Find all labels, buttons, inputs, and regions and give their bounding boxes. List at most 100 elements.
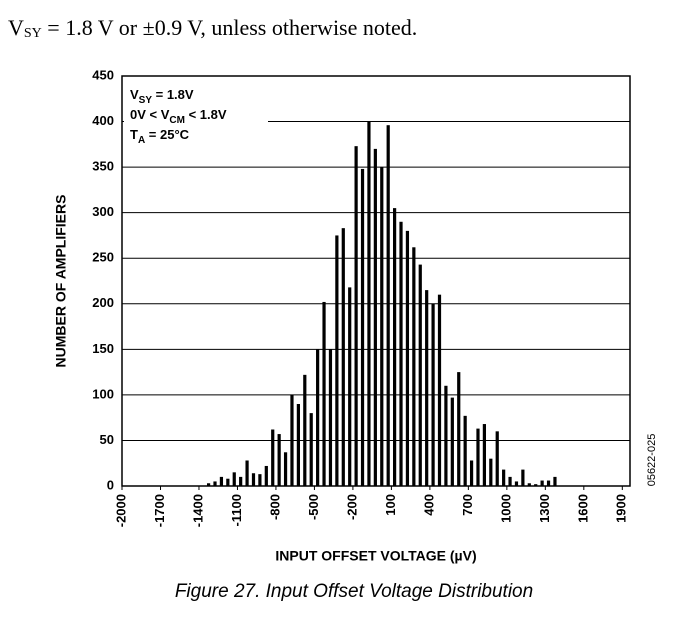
bar: [296, 404, 300, 486]
bar: [399, 221, 403, 486]
y-tick-label: 0: [107, 477, 114, 492]
x-tick-label: -500: [306, 494, 321, 520]
caption: Figure 27. Input Offset Voltage Distribu…: [175, 581, 533, 602]
y-tick-label: 150: [92, 341, 114, 356]
bar: [316, 349, 320, 486]
y-axis-title: NUMBER OF AMPLIFIERS: [53, 195, 69, 368]
annotation-text: < 1.8V: [185, 107, 227, 122]
bar: [540, 480, 544, 486]
figure-id: 05622-025: [646, 434, 658, 487]
bar: [290, 394, 294, 486]
bar: [418, 264, 422, 486]
x-tick-label: -1700: [152, 494, 167, 527]
bar: [495, 431, 499, 486]
x-tick-label: -200: [344, 494, 359, 520]
x-tick-label: 400: [421, 494, 436, 516]
bar: [264, 465, 268, 486]
plot-frame: [121, 75, 631, 487]
header-text: = 1.8 V or ±0.9 V, unless otherwise note…: [42, 15, 417, 40]
bar: [335, 235, 339, 486]
bar: [348, 287, 352, 486]
x-tick-label: 700: [460, 494, 475, 516]
bar: [360, 168, 365, 486]
header-text: V: [8, 15, 24, 40]
bar: [386, 125, 390, 486]
bar: [380, 167, 384, 486]
bar: [444, 385, 448, 486]
bar: [546, 480, 551, 486]
x-tick-label: 100: [383, 494, 398, 516]
bar: [405, 230, 410, 486]
bar: [277, 434, 281, 486]
x-tick-label: -2000: [113, 494, 128, 527]
bar: [527, 483, 531, 486]
bar: [283, 452, 288, 486]
bar: [553, 476, 557, 486]
header-subscript: SY: [24, 26, 42, 41]
annotation: TA = 25°C: [130, 127, 190, 145]
bars: [206, 121, 557, 487]
bar: [412, 247, 416, 486]
annotation: 0V < VCM < 1.8V: [130, 107, 227, 125]
bar: [219, 476, 224, 486]
y-tick-label: 50: [100, 432, 114, 447]
bar: [431, 303, 435, 486]
x-axis-title: INPUT OFFSET VOLTAGE (µV): [275, 548, 476, 564]
bar: [206, 483, 211, 486]
bar: [463, 415, 467, 486]
bar: [303, 374, 307, 486]
x-tick-label: 1600: [575, 494, 590, 523]
bar: [450, 397, 454, 486]
bar: [502, 469, 506, 486]
bar: [322, 301, 326, 486]
bar: [514, 481, 519, 486]
header: VSY = 1.8 V or ±0.9 V, unless otherwise …: [8, 15, 417, 41]
bar: [534, 484, 538, 486]
bar: [258, 474, 262, 486]
annotation-text: = 25°C: [145, 127, 189, 142]
y-tick-label: 350: [92, 159, 114, 174]
annotation-text: T: [130, 127, 138, 142]
y-tick-label: 250: [92, 250, 114, 265]
bar: [521, 469, 525, 486]
bar: [476, 428, 480, 486]
x-tick-label: -1400: [190, 494, 205, 527]
annotation-subscript: A: [138, 135, 145, 146]
annotation-text: V: [130, 87, 139, 102]
bar: [482, 424, 487, 486]
bar: [373, 148, 377, 486]
bar: [341, 228, 345, 486]
x-tick-label: 1000: [498, 494, 513, 523]
bar: [392, 208, 397, 486]
x-tick-label: 1300: [537, 494, 552, 523]
annotation-subscript: SY: [139, 95, 153, 106]
bar: [245, 460, 249, 486]
annotation-text: = 1.8V: [152, 87, 194, 102]
bar: [239, 476, 243, 486]
bar: [508, 476, 512, 486]
x-tick-label: -1100: [229, 494, 244, 527]
bar: [309, 413, 313, 486]
bar: [489, 458, 493, 486]
bar: [271, 429, 275, 486]
x-tick-label: -800: [267, 494, 282, 520]
bar: [213, 481, 217, 486]
y-tick-label: 300: [92, 204, 114, 219]
bar: [226, 478, 230, 486]
y-tick-label: 400: [92, 113, 114, 128]
annotation: VSY = 1.8V: [130, 87, 194, 105]
annotations: VSY = 1.8V 0V < VCM < 1.8V TA = 25°C: [130, 87, 227, 145]
bar: [425, 290, 429, 486]
y-tick-label: 200: [92, 295, 114, 310]
x-tick-label: 1900: [614, 494, 629, 523]
bar: [232, 472, 236, 486]
bar: [367, 121, 371, 487]
bar: [437, 294, 442, 486]
bar: [251, 473, 256, 486]
annotation-text: 0V < V: [130, 107, 170, 122]
bar: [328, 349, 333, 486]
annotation-subscript: CM: [169, 115, 185, 126]
bar: [469, 460, 474, 486]
